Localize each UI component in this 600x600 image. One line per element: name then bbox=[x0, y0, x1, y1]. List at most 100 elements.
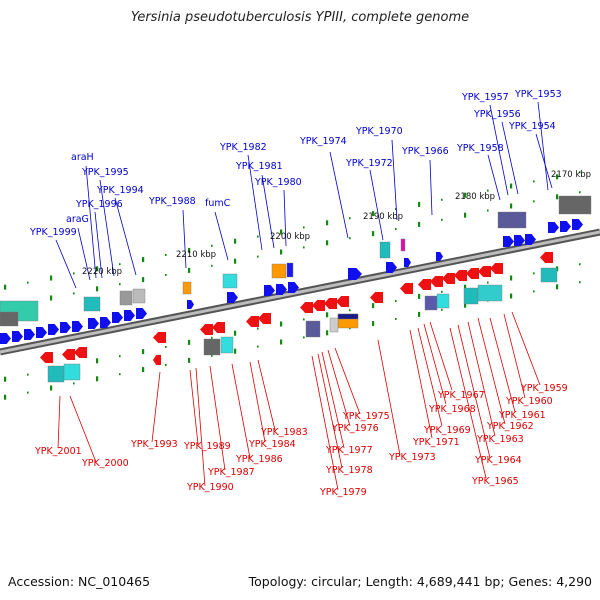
reverse-gene-arrow bbox=[62, 349, 75, 360]
leader-line bbox=[537, 101, 549, 191]
genome-backbone-highlight bbox=[0, 230, 600, 354]
forward-gene-arrow bbox=[572, 219, 583, 230]
gene-box bbox=[463, 287, 479, 305]
gene-label[interactable]: YPK_1971 bbox=[412, 437, 460, 448]
tick-mark bbox=[165, 274, 167, 276]
tick-mark bbox=[326, 312, 329, 318]
gene-label[interactable]: araH bbox=[71, 152, 94, 163]
gene-label[interactable]: YPK_1984 bbox=[248, 439, 296, 450]
forward-gene-arrow bbox=[0, 333, 11, 344]
gene-label[interactable]: YPK_1970 bbox=[355, 126, 403, 137]
gene-label[interactable]: YPK_1996 bbox=[75, 199, 123, 210]
reverse-gene-arrow bbox=[212, 322, 225, 333]
scale-label: 2210 kbp bbox=[176, 250, 216, 260]
tick-mark bbox=[510, 203, 513, 209]
tick-mark bbox=[96, 266, 99, 272]
gene-label[interactable]: YPK_1975 bbox=[342, 411, 390, 422]
leader-line bbox=[429, 321, 453, 391]
gene-label[interactable]: YPK_1968 bbox=[428, 404, 476, 415]
tick-mark bbox=[533, 290, 535, 293]
gene-label[interactable]: araG bbox=[66, 214, 89, 225]
accession-text: Accession: NC_010465 bbox=[8, 574, 151, 589]
gene-label[interactable]: YPK_1956 bbox=[473, 109, 521, 120]
gene-label[interactable]: YPK_2001 bbox=[34, 446, 82, 457]
leader-line bbox=[195, 367, 206, 487]
reverse-gene-arrow bbox=[478, 266, 491, 277]
leader-line bbox=[55, 239, 77, 289]
gene-label[interactable]: YPK_1981 bbox=[235, 161, 283, 172]
tick-mark bbox=[349, 217, 351, 220]
gene-label[interactable]: YPK_1969 bbox=[423, 425, 471, 436]
forward-gene-arrow bbox=[48, 324, 59, 335]
reverse-gene-arrow bbox=[40, 352, 53, 363]
tick-mark bbox=[303, 318, 305, 321]
gene-label[interactable]: YPK_1979 bbox=[319, 487, 367, 498]
tick-mark bbox=[556, 174, 559, 180]
leader-line bbox=[231, 363, 251, 459]
gene-label[interactable]: YPK_1999 bbox=[29, 227, 77, 238]
gene-label[interactable]: YPK_1990 bbox=[186, 482, 234, 493]
leader-line bbox=[57, 395, 61, 449]
tick-marks bbox=[4, 171, 581, 400]
gene-label[interactable]: YPK_1953 bbox=[514, 89, 562, 100]
gene-label[interactable]: YPK_1987 bbox=[207, 467, 255, 478]
tick-mark bbox=[280, 249, 283, 255]
tick-mark bbox=[372, 231, 375, 237]
tick-mark bbox=[188, 357, 191, 363]
gene-label[interactable]: YPK_1994 bbox=[96, 185, 144, 196]
gene-label[interactable]: YPK_1964 bbox=[474, 455, 522, 466]
gene-label[interactable]: YPK_1962 bbox=[486, 421, 534, 432]
gene-label[interactable]: YPK_1967 bbox=[437, 390, 485, 401]
gene-box bbox=[497, 211, 527, 229]
gene-label[interactable]: YPK_1960 bbox=[505, 396, 553, 407]
tick-mark bbox=[257, 255, 259, 258]
gene-features bbox=[0, 195, 592, 383]
gene-label[interactable]: YPK_1961 bbox=[498, 410, 546, 421]
gene-label[interactable]: YPK_1982 bbox=[219, 142, 267, 153]
gene-label[interactable]: YPK_1988 bbox=[148, 196, 196, 207]
tick-mark bbox=[27, 373, 29, 376]
reverse-gene-labels: YPK_1959 YPK_1960 YPK_1967 YPK_1961 YPK_… bbox=[34, 383, 568, 498]
tick-mark bbox=[50, 385, 53, 391]
gene-label[interactable]: YPK_1954 bbox=[508, 121, 556, 132]
gene-label[interactable]: fumC bbox=[205, 198, 231, 209]
gene-label[interactable]: YPK_1958 bbox=[456, 143, 504, 154]
reverse-gene-arrow bbox=[200, 324, 213, 335]
gene-label[interactable]: YPK_1974 bbox=[299, 136, 347, 147]
gene-label[interactable]: YPK_2000 bbox=[81, 458, 129, 469]
leader-line bbox=[391, 139, 398, 221]
gene-box bbox=[220, 336, 234, 354]
gene-label[interactable]: YPK_1957 bbox=[461, 92, 509, 103]
tick-mark bbox=[441, 198, 443, 201]
tick-mark bbox=[280, 321, 283, 327]
gene-label[interactable]: YPK_1977 bbox=[325, 445, 373, 456]
gene-label[interactable]: YPK_1983 bbox=[260, 427, 308, 438]
leader-line bbox=[329, 151, 349, 239]
gene-label[interactable]: YPK_1993 bbox=[130, 439, 178, 450]
scale-label: 2180 kbp bbox=[455, 192, 495, 202]
leader-line bbox=[94, 211, 103, 279]
tick-mark bbox=[165, 364, 167, 366]
leader-line bbox=[151, 371, 161, 443]
tick-mark bbox=[326, 330, 329, 336]
reverse-gene-arrow bbox=[246, 316, 259, 327]
forward-gene-arrow bbox=[525, 234, 536, 245]
gene-label[interactable]: YPK_1965 bbox=[471, 476, 519, 487]
leader-line bbox=[489, 104, 509, 196]
gene-label[interactable]: YPK_1966 bbox=[401, 146, 449, 157]
gene-label[interactable]: YPK_1976 bbox=[331, 423, 379, 434]
tick-mark bbox=[533, 180, 535, 183]
gene-label[interactable]: YPK_1973 bbox=[388, 452, 436, 463]
gene-label[interactable]: YPK_1972 bbox=[345, 158, 393, 169]
gene-label[interactable]: YPK_1963 bbox=[476, 434, 524, 445]
gene-label[interactable]: YPK_1995 bbox=[81, 167, 129, 178]
gene-label[interactable]: YPK_1959 bbox=[520, 383, 568, 394]
gene-label[interactable]: YPK_1978 bbox=[325, 465, 373, 476]
gene-label[interactable]: YPK_1980 bbox=[254, 177, 302, 188]
gene-label[interactable]: YPK_1986 bbox=[235, 454, 283, 465]
genome-summary-text: Topology: circular; Length: 4,689,441 bp… bbox=[248, 574, 592, 589]
tick-mark bbox=[510, 275, 513, 281]
gene-label[interactable]: YPK_1989 bbox=[183, 441, 231, 452]
leader-line bbox=[209, 365, 226, 471]
tick-mark bbox=[142, 349, 145, 355]
